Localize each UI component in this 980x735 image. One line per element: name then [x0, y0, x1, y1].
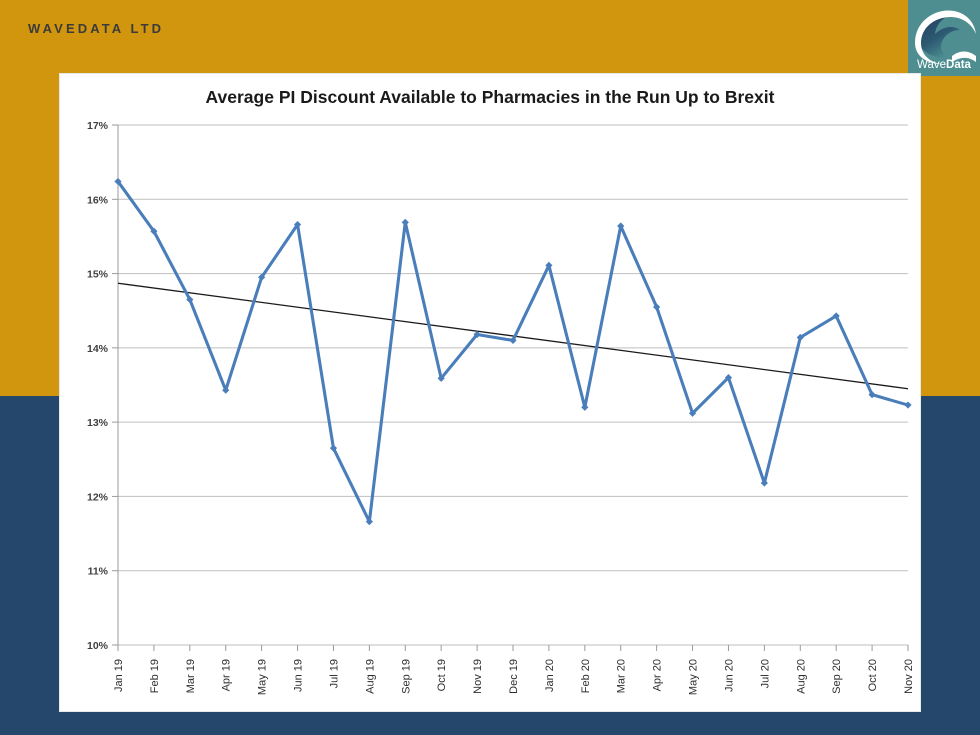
brand-wordmark: WAVEDATA LTD [28, 21, 165, 36]
svg-text:May 19: May 19 [257, 659, 269, 695]
svg-text:Nov 19: Nov 19 [472, 659, 484, 694]
line-chart: 10% 11% 12% 13% 14% 15% 16% 17% Jan 19 Feb 19 Mar… [87, 120, 915, 695]
wavedata-logo: WaveData [908, 0, 980, 76]
logo-caption-data: Data [946, 59, 971, 71]
data-series-line [116, 179, 910, 524]
y-axis-ticks [112, 124, 118, 646]
svg-text:Nov 20: Nov 20 [903, 659, 915, 694]
svg-text:Jul 19: Jul 19 [328, 659, 340, 688]
svg-text:Oct 20: Oct 20 [867, 659, 879, 691]
wave-logo-icon [908, 0, 980, 76]
x-axis-labels: Jan 19 Feb 19 Mar 19 Apr 19 May 19 Jun 19 Jul … [113, 659, 915, 695]
chart-panel: Average PI Discount Available to Pharmac… [60, 74, 920, 711]
svg-text:Feb 20: Feb 20 [580, 659, 592, 693]
svg-text:Jan 20: Jan 20 [544, 659, 556, 692]
svg-text:11%: 11% [88, 566, 109, 578]
svg-text:Sep 20: Sep 20 [831, 659, 843, 694]
logo-caption-wave: Wave [917, 59, 947, 71]
trendline [117, 282, 909, 390]
svg-text:Jun 19: Jun 19 [293, 659, 305, 692]
svg-text:Apr 19: Apr 19 [221, 659, 233, 691]
svg-text:Sep 19: Sep 19 [400, 659, 412, 694]
svg-text:13%: 13% [87, 417, 109, 429]
svg-text:Apr 20: Apr 20 [652, 659, 664, 691]
svg-text:Jan 19: Jan 19 [113, 659, 125, 692]
chart-title: Average PI Discount Available to Pharmac… [205, 87, 775, 107]
svg-text:Feb 19: Feb 19 [149, 659, 161, 693]
svg-text:14%: 14% [87, 343, 109, 355]
y-axis-labels: 10% 11% 12% 13% 14% 15% 16% 17% [87, 120, 109, 652]
svg-text:Oct 19: Oct 19 [436, 659, 448, 691]
svg-text:Jul 20: Jul 20 [759, 659, 771, 688]
data-markers [114, 177, 912, 526]
svg-text:May 20: May 20 [688, 659, 700, 695]
svg-text:Mar 20: Mar 20 [616, 659, 628, 693]
svg-text:15%: 15% [87, 269, 109, 281]
x-axis-ticks [117, 645, 909, 651]
logo-caption: WaveData [908, 59, 980, 71]
svg-text:Dec 19: Dec 19 [508, 659, 520, 694]
svg-text:16%: 16% [87, 194, 109, 206]
svg-text:12%: 12% [87, 491, 109, 503]
svg-text:17%: 17% [87, 120, 109, 132]
svg-text:Aug 19: Aug 19 [364, 659, 376, 694]
svg-text:Jun 20: Jun 20 [723, 659, 735, 692]
svg-text:Mar 19: Mar 19 [185, 659, 197, 693]
svg-text:10%: 10% [87, 640, 109, 652]
svg-text:Aug 20: Aug 20 [795, 659, 807, 694]
